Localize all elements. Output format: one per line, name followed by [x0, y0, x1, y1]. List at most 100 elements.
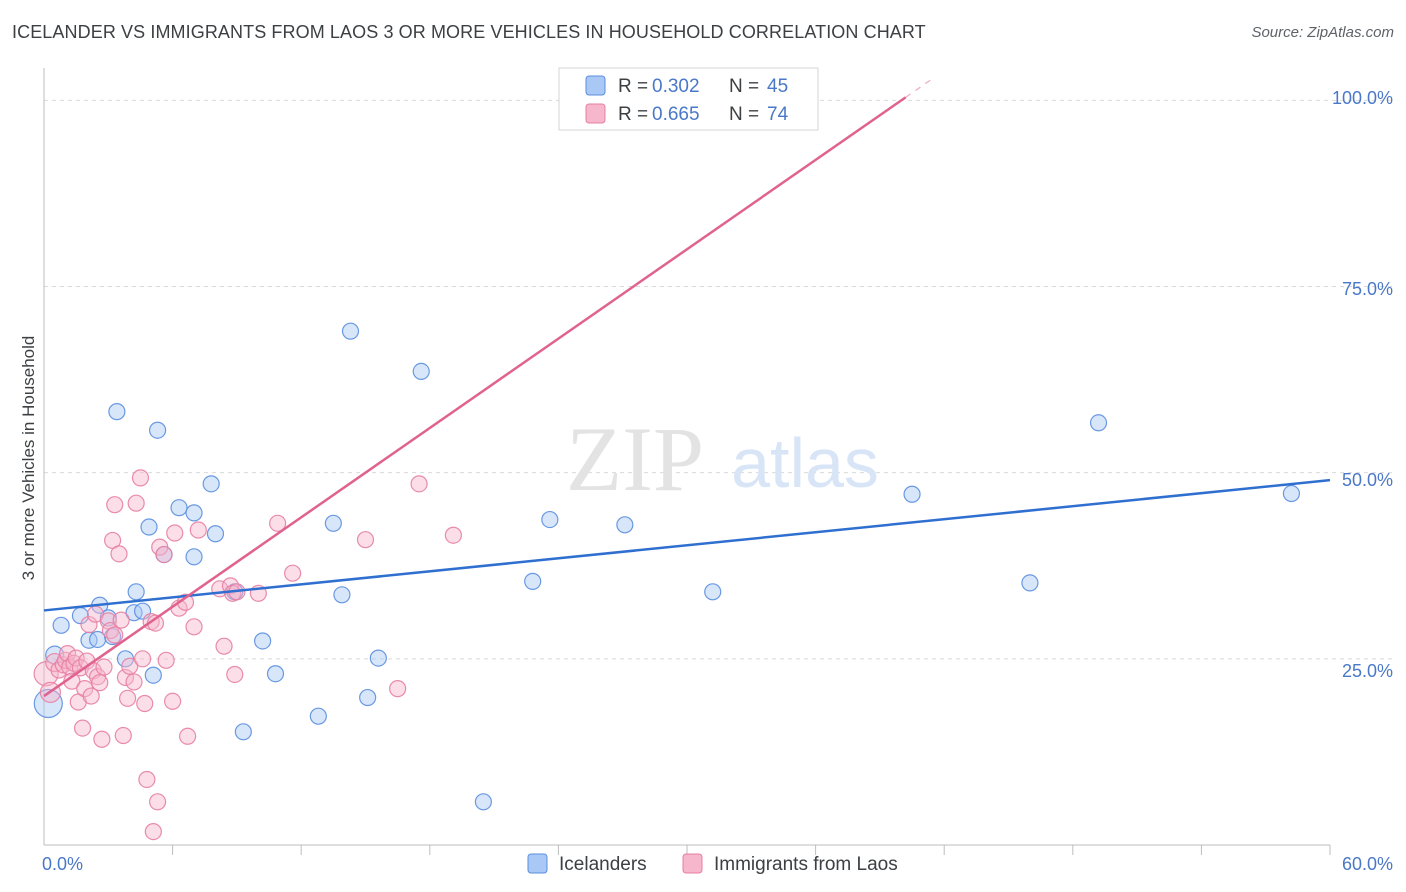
icelanders-points [33, 322, 1301, 811]
laos-trend-line [43, 96, 907, 698]
icelanders-point-41 [1089, 414, 1108, 432]
icelanders-point-12 [127, 583, 145, 601]
laos-point-12 [71, 659, 90, 677]
icelanders-point-27 [309, 707, 327, 725]
watermark: ZIP atlas [566, 408, 879, 510]
laos-point-32 [116, 668, 135, 687]
laos-trend-extension [905, 77, 934, 98]
y-tick-labels: 100.0% 75.0% 50.0% 25.0% [1332, 88, 1393, 681]
icelanders-point-15 [144, 666, 162, 684]
icelanders-point-26 [266, 665, 285, 683]
laos-point-29 [110, 545, 128, 563]
laos-point-39 [136, 694, 154, 713]
y-tick-label-100: 100.0% [1332, 88, 1393, 108]
legend-r-label-laos: R = [618, 104, 648, 125]
laos-point-63 [284, 564, 302, 582]
chart-source: Source: ZipAtlas.com [1251, 24, 1394, 41]
laos-point-38 [133, 650, 152, 668]
laos-point-28 [106, 496, 124, 514]
icelanders-point-21 [202, 475, 220, 493]
laos-point-6 [58, 645, 77, 663]
legend-n-value-laos: 74 [767, 104, 789, 125]
icelanders-point-39 [903, 485, 921, 503]
bottom-legend: Icelanders Immigrants from Laos [527, 853, 898, 875]
laos-point-47 [157, 651, 175, 669]
icelanders-trend-line [43, 478, 1331, 612]
laos-point-10 [67, 649, 85, 667]
laos-point-65 [389, 680, 407, 698]
laos-point-17 [82, 687, 100, 705]
icelanders-point-36 [541, 510, 559, 529]
laos-point-22 [93, 730, 111, 748]
watermark-zip: ZIP [566, 408, 704, 510]
chart-title: ICELANDER VS IMMIGRANTS FROM LAOS 3 OR M… [12, 22, 926, 42]
legend-r-value-laos: 0.665 [652, 104, 700, 125]
icelanders-point-42 [1282, 484, 1301, 503]
legend-swatch-laos [585, 103, 606, 124]
laos-point-56 [215, 637, 233, 655]
icelanders-point-22 [206, 525, 225, 543]
icelanders-point-2 [52, 616, 70, 634]
laos-point-53 [185, 618, 203, 636]
laos-point-36 [127, 494, 145, 512]
laos-point-27 [106, 626, 124, 644]
laos-point-59 [226, 665, 244, 684]
icelanders-point-31 [359, 688, 377, 707]
x-ticks [172, 845, 1331, 855]
icelanders-point-11 [125, 604, 143, 622]
icelanders-point-35 [524, 572, 542, 590]
bottom-legend-label-icelanders: Icelanders [559, 854, 647, 875]
bottom-legend-label-laos: Immigrants from Laos [714, 854, 898, 875]
laos-point-30 [112, 611, 130, 629]
icelanders-point-34 [474, 793, 492, 811]
laos-point-52 [179, 727, 197, 745]
laos-point-64 [356, 531, 375, 549]
laos-point-34 [121, 657, 139, 675]
legend: R = 0.302 N = 45 R = 0.665 N = 74 [558, 67, 819, 131]
laos-point-67 [444, 526, 462, 544]
icelanders-point-9 [108, 403, 126, 421]
bottom-legend-swatch-laos [682, 853, 703, 874]
icelanders-point-1 [45, 645, 65, 665]
icelanders-point-32 [369, 649, 387, 667]
trend-lines [43, 77, 1331, 698]
icelanders-point-38 [704, 583, 722, 601]
legend-n-label-laos: N = [729, 104, 759, 125]
icelanders-point-29 [333, 586, 351, 604]
gridlines [44, 99, 1393, 660]
laos-point-35 [125, 673, 143, 691]
y-tick-label-50: 50.0% [1342, 470, 1393, 490]
laos-point-16 [80, 615, 98, 634]
laos-point-21 [91, 674, 109, 692]
laos-point-37 [131, 469, 150, 487]
laos-point-40 [138, 770, 156, 789]
x-tick-label-min: 0.0% [42, 854, 83, 874]
icelanders-point-28 [324, 514, 342, 532]
legend-n-value-icelanders: 45 [767, 76, 788, 97]
watermark-atlas: atlas [731, 424, 879, 502]
icelanders-point-19 [185, 504, 203, 522]
legend-swatch-icelanders [585, 75, 606, 96]
laos-point-48 [164, 692, 182, 710]
bottom-legend-swatch-icelanders [527, 853, 548, 874]
icelanders-point-30 [341, 322, 360, 340]
icelanders-point-14 [140, 518, 158, 536]
laos-point-31 [114, 726, 132, 745]
legend-n-label-icelanders: N = [729, 76, 759, 97]
icelanders-point-33 [412, 362, 430, 380]
laos-point-46 [155, 545, 173, 564]
icelanders-point-20 [185, 548, 203, 566]
icelanders-point-16 [148, 421, 167, 439]
y-tick-label-25: 25.0% [1342, 661, 1393, 681]
legend-r-value-icelanders: 0.302 [652, 76, 700, 97]
laos-point-33 [118, 689, 137, 707]
y-tick-label-75: 75.0% [1342, 279, 1393, 299]
icelanders-point-24 [234, 723, 252, 741]
x-tick-label-max: 60.0% [1342, 854, 1393, 874]
laos-point-44 [148, 793, 167, 811]
laos-point-13 [73, 719, 92, 737]
y-axis-label: 3 or more Vehicles in Household [19, 336, 38, 581]
icelanders-point-25 [254, 632, 272, 650]
laos-point-23 [95, 658, 113, 676]
